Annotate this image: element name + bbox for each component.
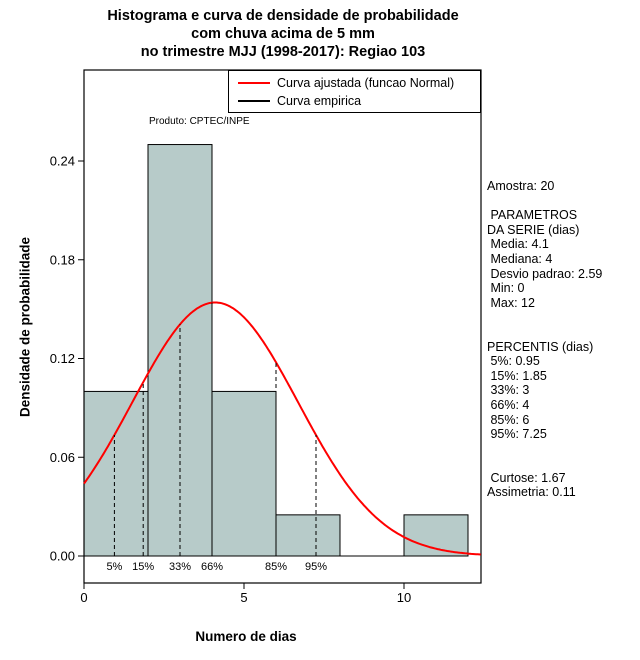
side-panel-line: 85%: 6 — [487, 412, 530, 427]
percentile-label: 95% — [305, 561, 327, 573]
side-panel-line: 33%: 3 — [487, 383, 530, 398]
stats-side-panel: Amostra: 20 PARAMETROS DA SERIE (dias) Me… — [487, 179, 602, 500]
side-panel-line: Max: 12 — [487, 295, 535, 310]
density-curve — [83, 301, 481, 556]
histogram-bar — [275, 514, 341, 557]
percentile-label: 5% — [106, 561, 122, 573]
x-tick-label: 10 — [397, 590, 411, 605]
side-panel-line: Desvio padrao: 2.59 — [487, 266, 603, 281]
percentile-label: 33% — [169, 561, 191, 573]
percentile-label: 85% — [265, 561, 287, 573]
legend: Curva ajustada (funcao Normal) Curva empi… — [228, 70, 481, 113]
side-panel-line: PARAMETROS — [487, 208, 578, 223]
side-panel-line: PERCENTIS (dias) — [487, 339, 594, 354]
x-axis-title: Numero de dias — [195, 629, 297, 644]
chart-title: Histograma e curva de densidade de proba… — [0, 7, 566, 61]
side-panel-line: DA SERIE (dias) — [487, 222, 580, 237]
y-tick-label: 0.18 — [50, 252, 75, 267]
side-panel-line: Media: 4.1 — [487, 237, 549, 252]
legend-item: Curva empirica — [238, 94, 480, 108]
legend-item: Curva ajustada (funcao Normal) — [238, 76, 480, 90]
legend-item-label: Curva ajustada (funcao Normal) — [277, 75, 455, 90]
legend-line-swatch — [238, 81, 270, 84]
y-tick-label: 0.24 — [50, 154, 75, 169]
x-tick-label: 5 — [240, 590, 247, 605]
y-axis-title: Densidade de probabilidade — [17, 236, 33, 418]
side-panel-line — [487, 442, 602, 457]
histogram-bar — [403, 514, 469, 557]
legend-line-swatch — [238, 99, 270, 102]
side-panel-line — [487, 194, 602, 209]
title-line-2: com chuva acima de 5 mm — [191, 26, 375, 42]
side-panel-line: 15%: 1.85 — [487, 368, 547, 383]
side-panel-line: Curtose: 1.67 — [487, 470, 566, 485]
side-panel-line: 66%: 4 — [487, 397, 530, 412]
y-tick-label: 0.12 — [50, 351, 75, 366]
title-line-1: Histograma e curva de densidade de proba… — [107, 8, 459, 24]
histogram-bar — [83, 390, 149, 557]
percentile-label: 15% — [132, 561, 154, 573]
x-tick-label: 0 — [80, 590, 87, 605]
side-panel-line — [487, 310, 602, 325]
side-panel-line — [487, 325, 602, 340]
product-label: Produto: CPTEC/INPE — [149, 116, 250, 127]
side-panel-line: Assimetria: 0.11 — [487, 485, 576, 500]
side-panel-line — [487, 456, 602, 471]
percentile-label: 66% — [201, 561, 223, 573]
legend-item-label: Curva empirica — [277, 93, 362, 108]
side-panel-line: 95%: 7.25 — [487, 427, 547, 442]
side-panel-line: 5%: 0.95 — [487, 354, 540, 369]
y-tick-label: 0.06 — [50, 450, 75, 465]
title-line-3: no trimestre MJJ (1998-2017): Regiao 103 — [140, 44, 426, 60]
side-panel-line: Amostra: 20 — [487, 179, 555, 193]
histogram-bar — [211, 390, 277, 557]
side-panel-line: Mediana: 4 — [487, 251, 553, 266]
side-panel-line: Min: 0 — [487, 281, 525, 296]
y-tick-label: 0.00 — [50, 549, 75, 564]
